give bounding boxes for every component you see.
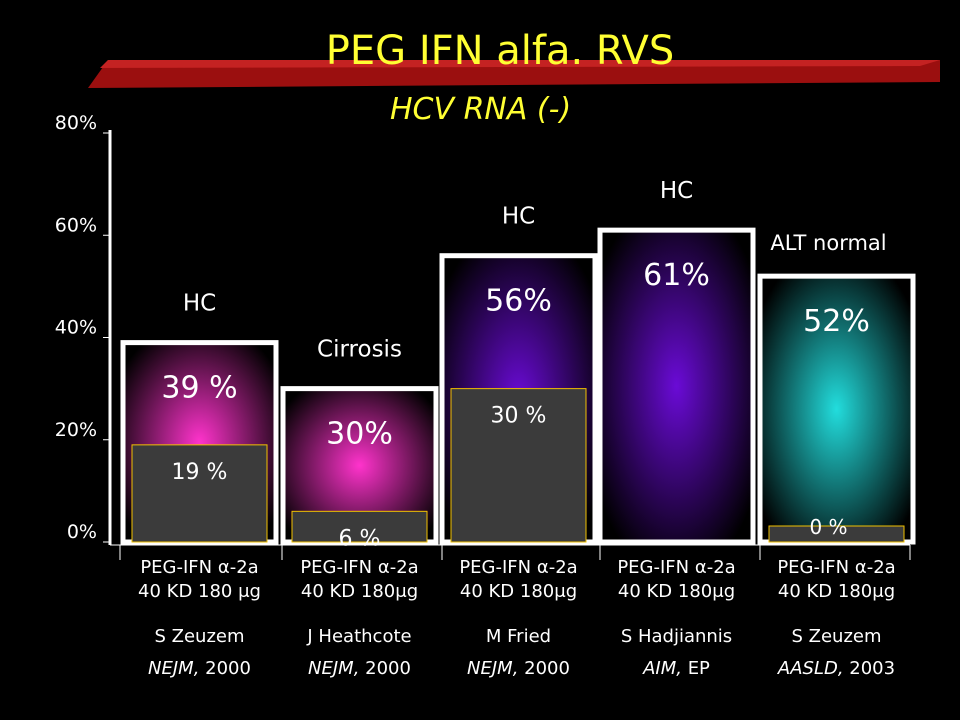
x-category-journal: NEJM, [467, 658, 524, 679]
x-category-drug: PEG-IFN α-2a [777, 557, 895, 578]
x-category-journal: NEJM, [308, 658, 365, 679]
x-category-year: EP [688, 658, 710, 679]
y-tick-label: 0% [67, 521, 97, 543]
bar-group-label: ALT normal [770, 231, 886, 255]
bar-value-label: 30% [326, 417, 393, 452]
title-banner [88, 60, 940, 88]
x-category-dose: 40 KD 180μg [778, 581, 895, 602]
bar-inner [131, 444, 268, 543]
x-category-author: S Zeuzem [791, 626, 881, 647]
x-category-dose: 40 KD 180 μg [138, 581, 261, 602]
bar-main [597, 227, 756, 545]
x-category-citation: AIM, EP [642, 658, 710, 679]
y-tick-label: 60% [55, 214, 97, 236]
x-category-journal: AASLD, [777, 658, 849, 679]
x-category-year: 2003 [849, 658, 895, 679]
x-category-drug: PEG-IFN α-2a [140, 557, 258, 578]
x-category-year: 2000 [205, 658, 251, 679]
bar-value-label: 52% [803, 304, 870, 339]
bar-value-label: 56% [485, 284, 552, 319]
bar-group-label: HC [183, 291, 216, 317]
x-category-dose: 40 KD 180μg [460, 581, 577, 602]
x-category-citation: NEJM, 2000 [148, 658, 251, 679]
bar-value-label: 39 % [161, 371, 237, 406]
x-category-citation: NEJM, 2000 [308, 658, 411, 679]
y-tick-label: 20% [55, 419, 97, 441]
bar-inner-label: 19 % [172, 460, 228, 485]
x-category-year: 2000 [524, 658, 570, 679]
x-category-drug: PEG-IFN α-2a [300, 557, 418, 578]
bar-inner-label: 6 % [339, 526, 381, 551]
x-category-journal: AIM, [642, 658, 688, 679]
x-category-year: 2000 [365, 658, 411, 679]
x-category-author: S Zeuzem [154, 626, 244, 647]
bar-group-label: Cirrosis [317, 337, 402, 363]
x-category-citation: NEJM, 2000 [467, 658, 570, 679]
y-tick-label: 40% [55, 317, 97, 339]
bar-group-label: HC [660, 178, 693, 204]
bar-inner [450, 388, 587, 543]
x-category-citation: AASLD, 2003 [777, 658, 895, 679]
x-category-author: S Hadjiannis [621, 626, 732, 647]
x-category-drug: PEG-IFN α-2a [459, 557, 577, 578]
x-category-drug: PEG-IFN α-2a [617, 557, 735, 578]
x-category-author: M Fried [486, 626, 551, 647]
bar-value-label: 61% [643, 258, 710, 293]
x-category-dose: 40 KD 180μg [301, 581, 418, 602]
bar-inner [768, 525, 905, 543]
y-tick-label: 80% [55, 112, 97, 134]
page-subtitle: HCV RNA (-) [390, 92, 572, 127]
bar-inner-label: 30 % [491, 404, 547, 429]
bar-inner-label: 0 % [809, 515, 847, 539]
x-category-author: J Heathcote [306, 626, 411, 647]
bar-group-label: HC [502, 204, 535, 230]
title-banner-top [100, 60, 940, 68]
bar-main [757, 273, 916, 545]
x-category-dose: 40 KD 180μg [618, 581, 735, 602]
x-category-journal: NEJM, [148, 658, 205, 679]
page-title: PEG IFN alfa. RVS [325, 28, 675, 74]
bar-inner [291, 510, 428, 543]
